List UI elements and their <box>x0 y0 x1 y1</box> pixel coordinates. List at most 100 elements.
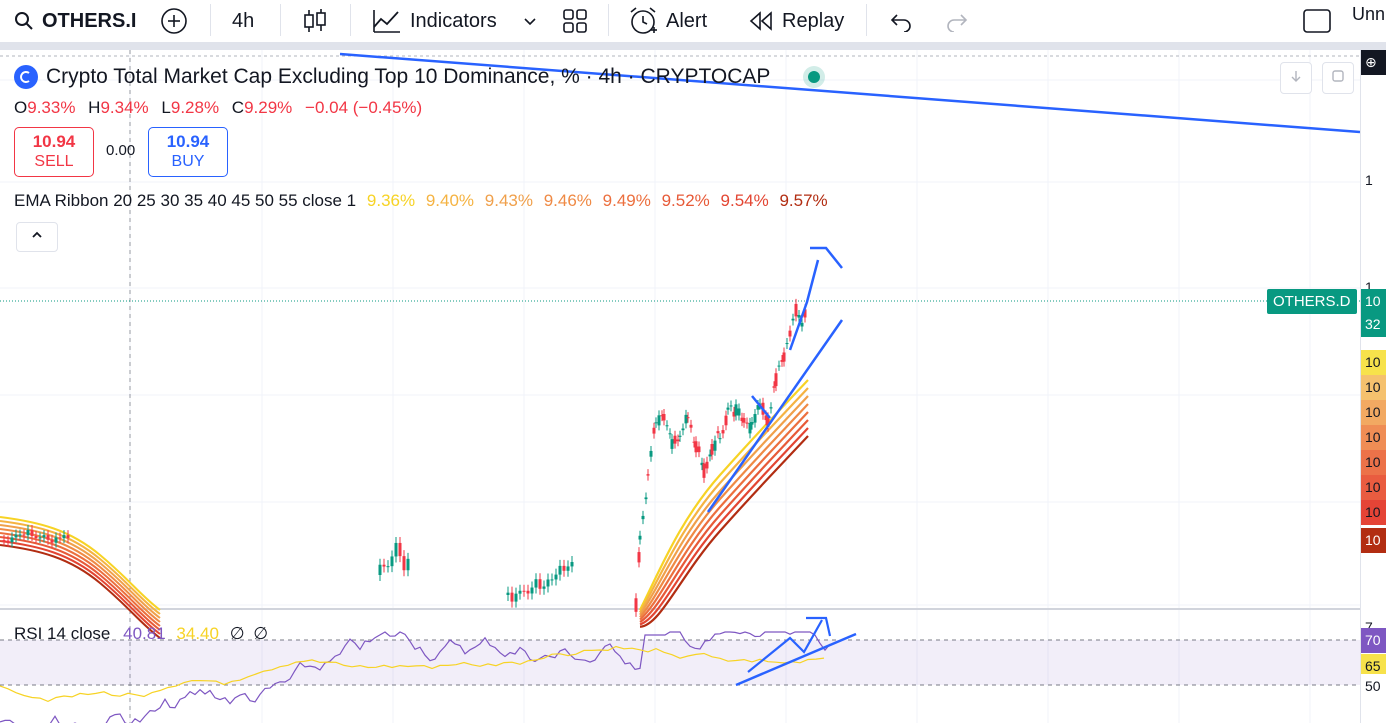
buy-button[interactable]: 10.94 BUY <box>148 127 228 177</box>
chart-type-button[interactable] <box>302 0 328 42</box>
ema-ribbon-line <box>639 387 809 613</box>
ema-value: 9.46% <box>543 191 592 210</box>
undo-icon <box>888 10 914 32</box>
candle-body <box>766 417 770 427</box>
candle-body <box>634 598 638 612</box>
indicators-button[interactable]: Indicators <box>372 0 497 42</box>
candle-body <box>694 441 698 453</box>
square-icon <box>1331 69 1345 88</box>
candle-body <box>745 422 749 424</box>
price-label-countdown: 32 <box>1361 312 1386 337</box>
rsi-arrow-drawing <box>747 619 823 673</box>
candle-body <box>782 352 786 362</box>
candle-body <box>514 593 518 602</box>
maximize-pane-button[interactable] <box>1322 62 1354 94</box>
market-open-indicator <box>808 71 821 83</box>
chart-pane[interactable] <box>0 50 1360 723</box>
layouts-button[interactable] <box>562 0 588 42</box>
alert-label: Alert <box>666 9 708 32</box>
indicators-icon <box>372 7 402 35</box>
price-scale[interactable]: ⊕ 1 1 10 32 10 10 10 10 10 10 10 10 7 70… <box>1360 50 1386 723</box>
symbol-price-tag: OTHERS.D <box>1267 289 1357 314</box>
ema-price-label: 10 <box>1361 400 1386 425</box>
candle-body <box>737 408 741 416</box>
open-value: 9.33% <box>27 98 76 117</box>
candle-body <box>684 414 688 424</box>
rsi-legend[interactable]: RSI 14 close 40.81 34.40 ∅ ∅ <box>14 624 268 644</box>
layout-name-button[interactable]: Unn <box>1352 0 1385 42</box>
search-icon <box>14 11 34 31</box>
ema-ribbon-line <box>0 536 161 631</box>
close-key: C <box>231 98 245 117</box>
sell-button[interactable]: 10.94 SELL <box>14 127 94 177</box>
ema-ribbon-line <box>639 427 809 626</box>
rsi-scale-label: 50 <box>1361 674 1386 699</box>
candle-body <box>398 542 402 557</box>
candle-body <box>726 407 730 410</box>
ema-price-label: 10 <box>1361 528 1386 553</box>
ema-value: 9.49% <box>602 191 651 210</box>
candle-body <box>702 463 706 478</box>
price-chart-canvas[interactable] <box>0 50 1360 723</box>
candle-body <box>732 411 736 417</box>
candle-body <box>794 303 798 317</box>
candle-body <box>46 535 50 540</box>
candle-body <box>764 415 768 421</box>
cryptocap-logo-icon <box>14 65 38 89</box>
candle-body <box>542 586 546 589</box>
replay-button[interactable]: Replay <box>748 0 844 42</box>
candle-body <box>668 433 672 435</box>
scroll-down-button[interactable] <box>1280 62 1312 94</box>
ema-ribbon-line <box>639 419 809 623</box>
square-icon <box>1302 8 1332 34</box>
candle-body <box>34 536 38 538</box>
candle-body <box>22 534 26 536</box>
sell-label: SELL <box>34 153 74 170</box>
alert-button[interactable]: Alert <box>628 0 707 42</box>
candle-body <box>657 415 661 426</box>
candle-body <box>14 534 18 538</box>
compare-symbol-button[interactable] <box>160 0 188 42</box>
toolbar-divider <box>608 4 609 36</box>
candle-body <box>562 565 566 571</box>
interval-button[interactable]: 4h <box>232 0 254 42</box>
candle-body <box>522 590 526 592</box>
symbol-search-button[interactable]: OTHERS.I <box>14 0 136 42</box>
rsi-ma-value: 34.40 <box>176 624 219 643</box>
candle-body <box>678 435 682 437</box>
candle-body <box>66 535 70 539</box>
ema-ribbon-label: EMA Ribbon 20 25 30 35 40 45 50 55 close… <box>14 191 357 210</box>
candle-body <box>6 540 10 543</box>
indicators-dropdown[interactable] <box>522 0 538 42</box>
ema-ribbon-legend[interactable]: EMA Ribbon 20 25 30 35 40 45 50 55 close… <box>14 191 828 211</box>
candle-body <box>785 343 789 345</box>
layout-checkbox[interactable] <box>1302 0 1332 42</box>
ema-ribbon-line <box>639 411 809 621</box>
ema-ribbon-line <box>639 403 809 618</box>
undo-button[interactable] <box>888 0 914 42</box>
ema-value: 9.57% <box>779 191 828 210</box>
toolbar-bottom-border <box>0 42 1386 50</box>
add-plus-badge[interactable]: ⊕ <box>1361 50 1386 75</box>
redo-button[interactable] <box>944 0 970 42</box>
rsi-band <box>0 640 1360 685</box>
candle-body <box>710 444 714 455</box>
arrow-drawing <box>788 259 820 351</box>
candle-body <box>673 435 677 444</box>
collapse-legend-button[interactable] <box>16 222 58 252</box>
candle-body <box>788 330 792 337</box>
candle-body <box>510 592 514 602</box>
candle-body <box>700 462 704 466</box>
add-circle-icon <box>160 7 188 35</box>
candle-body <box>30 530 34 537</box>
high-key: H <box>88 98 101 117</box>
candle-body <box>742 418 746 423</box>
ema-value: 9.36% <box>366 191 416 210</box>
candle-body <box>654 422 658 424</box>
rsi-line <box>0 631 831 723</box>
candle-body <box>518 590 522 594</box>
candle-body <box>18 534 22 536</box>
candle-body <box>676 439 680 442</box>
buy-price: 10.94 <box>166 132 210 151</box>
ema-price-label: 10 <box>1361 450 1386 475</box>
